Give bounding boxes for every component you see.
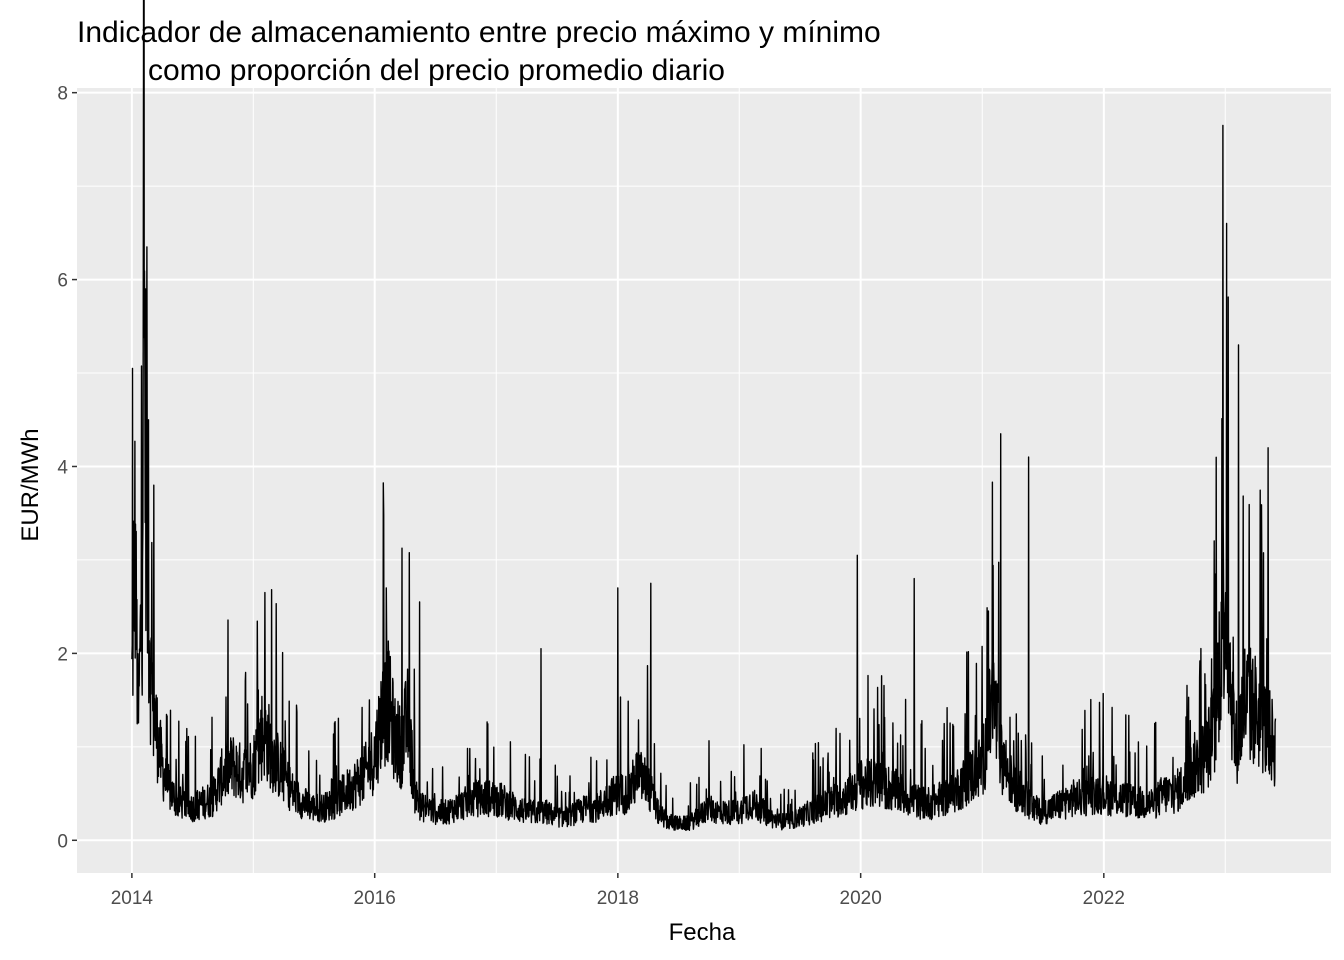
y-axis: 0 2 4 6 8 [57,84,77,852]
y-tick-label: 8 [57,84,68,105]
y-tick-label: 6 [57,271,68,292]
x-axis: 2014 2016 2018 2020 2022 [111,873,1125,909]
y-tick-label: 2 [57,644,68,665]
y-tick-label: 0 [57,831,68,852]
chart-title-line-1: Indicador de almacenamiento entre precio… [77,16,881,49]
series-layer [131,0,1277,831]
x-tick-label: 2014 [111,888,154,909]
plot-panel [77,88,1331,873]
x-axis-title: Fecha [669,919,736,946]
major-grid [77,88,1331,873]
x-tick-label: 2016 [354,888,396,909]
y-axis-title: EUR/MWh [17,428,44,541]
y-tick-label: 4 [57,457,68,478]
x-tick-label: 2022 [1083,888,1125,909]
x-tick-label: 2018 [597,888,639,909]
series-line [131,0,1277,831]
x-tick-label: 2020 [840,888,882,909]
minor-grid [77,88,1331,873]
chart-title-line-2: como proporción del precio promedio diar… [148,54,725,87]
